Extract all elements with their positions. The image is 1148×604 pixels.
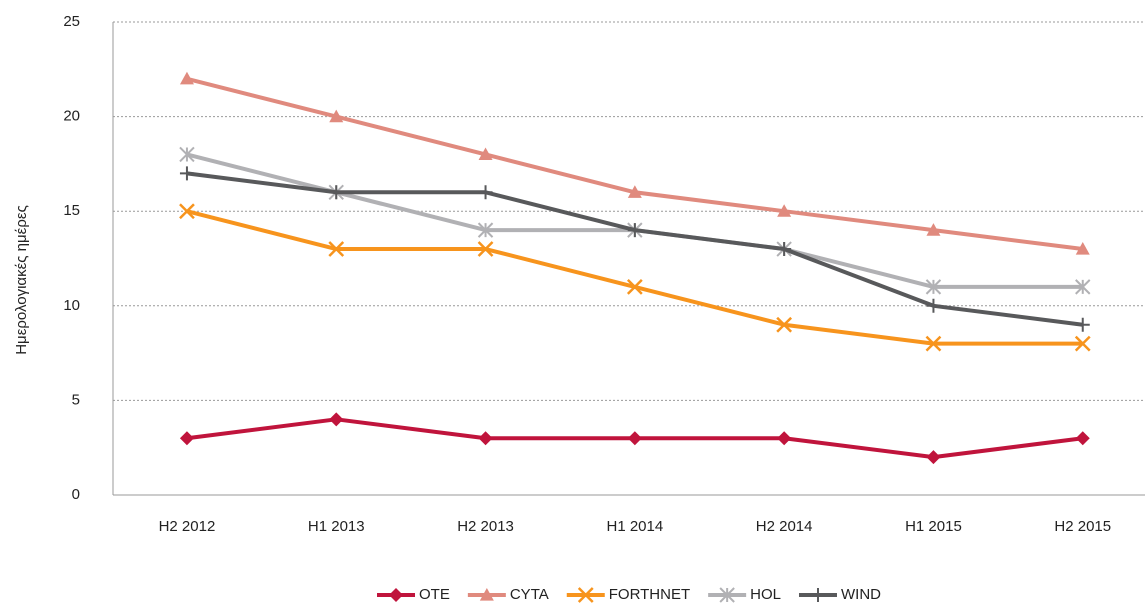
marker <box>925 279 942 295</box>
marker <box>777 242 792 257</box>
marker <box>478 431 493 446</box>
marker <box>776 316 793 333</box>
x-tick-label: H2 2012 <box>159 518 216 535</box>
marker <box>329 109 344 123</box>
marker <box>1075 279 1091 295</box>
marker <box>627 185 642 198</box>
marker <box>389 588 404 602</box>
x-tick-label: H1 2015 <box>905 518 962 535</box>
marker <box>926 223 941 236</box>
y-axis-label: Ημερολογιακές ημέρες <box>13 205 30 355</box>
x-tick-label: H1 2014 <box>606 518 663 535</box>
marker <box>478 147 493 161</box>
x-tick-label: H1 2013 <box>308 518 365 535</box>
marker <box>925 335 942 352</box>
y-tick-label: 5 <box>72 391 80 408</box>
marker <box>478 185 493 200</box>
x-tick-label: H2 2014 <box>756 518 813 535</box>
y-tick-label: 25 <box>63 13 80 30</box>
marker <box>1075 317 1090 332</box>
marker <box>179 431 194 446</box>
legend: OTE CYTA FORTHNET HOL WIND <box>377 586 881 603</box>
marker <box>179 71 194 85</box>
y-tick-label: 20 <box>63 108 80 125</box>
x-tick-label: H2 2013 <box>457 518 514 535</box>
marker <box>577 587 594 603</box>
marker <box>479 588 494 601</box>
marker <box>1075 431 1090 446</box>
marker <box>626 278 643 295</box>
marker <box>627 431 642 446</box>
marker <box>328 241 345 257</box>
legend-label: HOL <box>750 586 781 603</box>
series-line <box>186 152 1083 289</box>
marker <box>810 588 825 602</box>
marker <box>1075 242 1090 255</box>
legend-label: FORTHNET <box>609 586 690 603</box>
legend-label: OTE <box>419 586 450 603</box>
legend-label: WIND <box>841 586 881 603</box>
y-tick-label: 10 <box>63 297 80 314</box>
marker <box>627 223 642 238</box>
marker <box>926 298 941 313</box>
x-tick-label: H2 2015 <box>1054 518 1111 535</box>
marker <box>329 412 344 427</box>
legend-label: CYTA <box>510 586 549 603</box>
marker <box>329 185 344 200</box>
marker <box>477 222 494 238</box>
marker <box>719 587 735 603</box>
marker <box>1074 335 1091 352</box>
marker <box>477 241 494 257</box>
marker <box>179 146 195 163</box>
y-tick-label: 15 <box>63 202 80 219</box>
marker <box>179 203 195 220</box>
marker <box>926 450 941 465</box>
marker <box>777 431 792 446</box>
y-tick-label: 0 <box>72 486 80 503</box>
marker <box>777 204 792 217</box>
marker <box>179 166 194 181</box>
